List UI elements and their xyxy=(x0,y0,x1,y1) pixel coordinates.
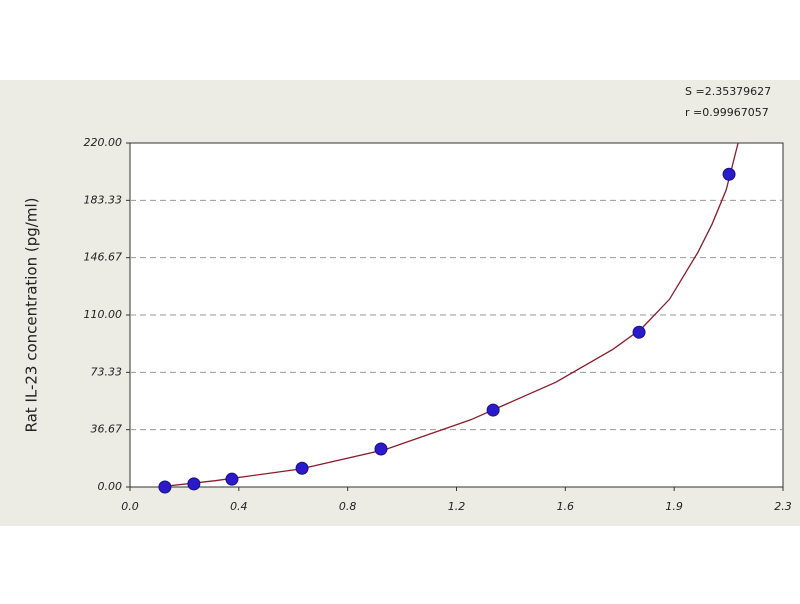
data-point xyxy=(632,325,646,339)
data-point xyxy=(225,472,239,486)
data-point xyxy=(158,480,172,494)
y-tick-label: 110.00 xyxy=(84,308,123,321)
y-axis-label: Rat IL-23 concentration (pg/ml) xyxy=(23,198,41,433)
data-point xyxy=(374,442,388,456)
x-tick-label: 1.2 xyxy=(448,500,466,513)
y-tick-label: 36.67 xyxy=(91,423,123,436)
x-tick-label: 1.6 xyxy=(557,500,575,513)
x-tick-label: 0.0 xyxy=(121,500,139,513)
y-tick-label: 146.67 xyxy=(84,251,123,264)
x-tick-label: 2.3 xyxy=(774,500,792,513)
x-tick-label: 0.8 xyxy=(339,500,357,513)
annotation: r =0.99967057 xyxy=(685,106,769,119)
data-point xyxy=(486,403,500,417)
data-point xyxy=(187,477,201,491)
data-point xyxy=(295,461,309,475)
annotation: S =2.35379627 xyxy=(685,85,771,98)
y-tick-label: 73.33 xyxy=(91,365,123,378)
x-tick-label: 1.9 xyxy=(665,500,683,513)
y-tick-label: 183.33 xyxy=(84,193,123,206)
x-tick-label: 0.4 xyxy=(230,500,248,513)
y-tick-label: 220.00 xyxy=(84,136,123,149)
y-tick-label: 0.00 xyxy=(98,480,123,493)
data-point xyxy=(722,167,736,181)
